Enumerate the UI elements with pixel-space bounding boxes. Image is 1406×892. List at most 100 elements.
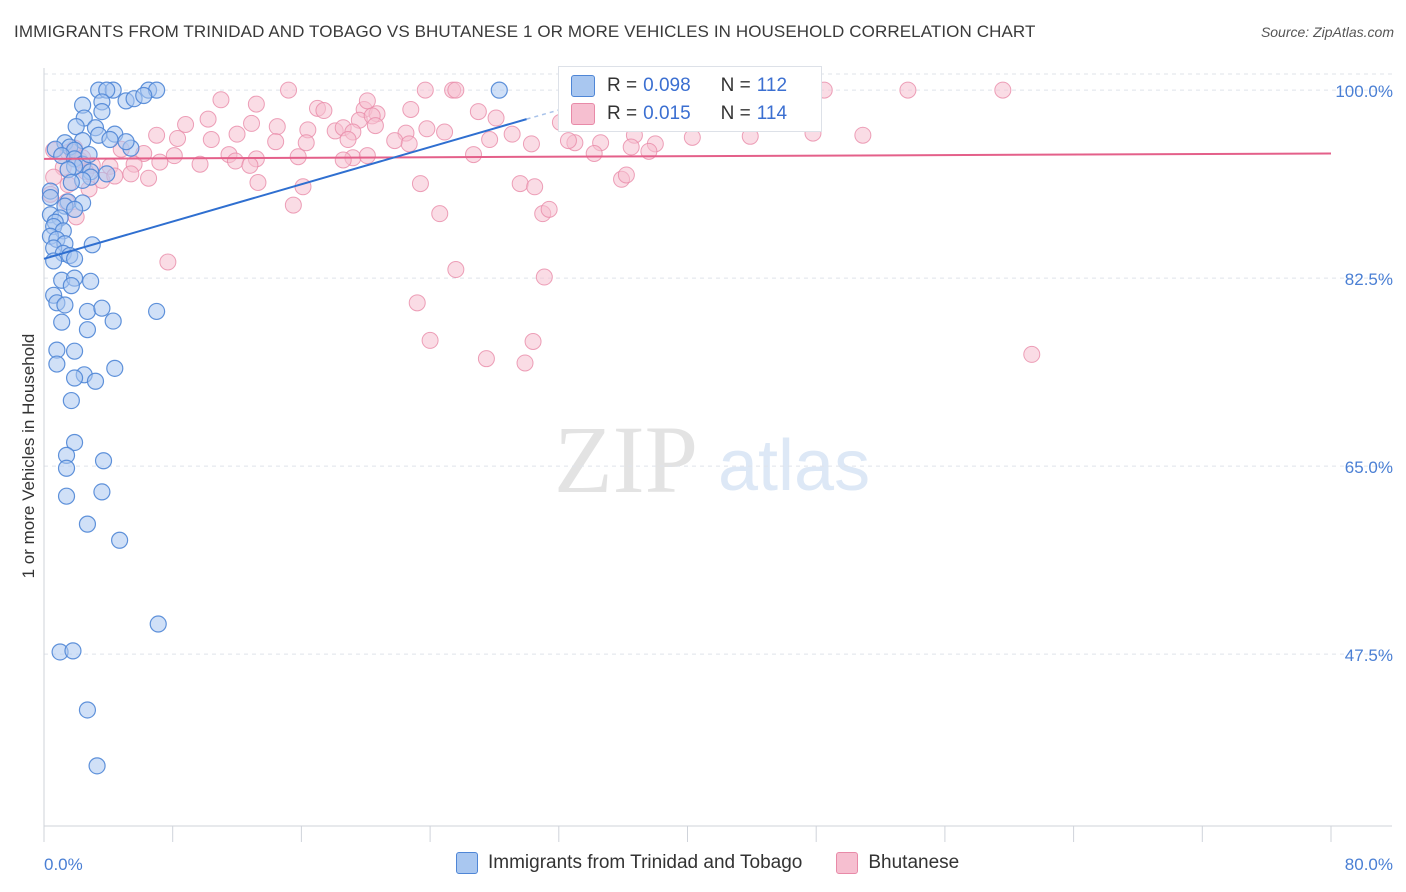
point-bhutanese [140,169,158,187]
pink-swatch [571,103,595,125]
point-bhutanese [994,81,1012,99]
point-bhutanese [559,132,577,150]
point-bhutanese [516,354,534,372]
point-trinidad [106,359,124,377]
point-bhutanese [268,118,286,136]
r-label: R = [607,103,638,124]
point-bhutanese [447,261,465,279]
point-bhutanese [436,123,454,141]
point-trinidad [149,615,167,633]
legend-label: Bhutanese [868,852,960,873]
r-value: 0.015 [643,103,691,124]
watermark: ZIP atlas [554,406,870,513]
point-trinidad [65,342,84,360]
point-bhutanese [522,135,540,153]
point-bhutanese [334,151,352,169]
point-bhutanese [511,175,529,193]
point-trinidad [148,302,166,321]
point-trinidad [62,277,80,295]
y-tick-label: 82.5% [1345,270,1393,289]
point-bhutanese [191,155,209,173]
point-bhutanese [289,148,307,166]
point-trinidad [94,452,113,470]
series-bhutanese-points [41,81,1041,372]
point-bhutanese [418,120,436,138]
point-trinidad [62,391,80,410]
y-tick-label: 65.0% [1345,458,1393,477]
blue-swatch [456,852,478,874]
point-bhutanese [421,331,439,349]
stats-legend-row-trinidad: R = 0.098 N = 112 [571,73,787,99]
point-trinidad [88,757,106,775]
point-bhutanese [280,81,298,99]
point-bhutanese [477,350,495,368]
r-label: R = [607,75,638,96]
n-value: 114 [756,103,788,124]
trend-line-trinidad [43,118,527,260]
point-trinidad [111,531,129,549]
point-trinidad [86,372,105,390]
r-value: 0.098 [643,75,691,96]
point-bhutanese [177,115,195,133]
point-bhutanese [45,168,63,186]
point-bhutanese [465,146,483,164]
stats-legend: R = 0.098 N = 112 R = 0.015 N = 114 [558,66,822,132]
point-trinidad [48,355,66,373]
point-bhutanese [148,126,166,144]
point-trinidad [56,296,74,314]
point-trinidad [57,459,76,477]
tick-labels: 100.0% 82.5% 65.0% 47.5% 0.0% 80.0% [44,82,1393,874]
stats-legend-row-bhutanese: R = 0.015 N = 114 [571,101,787,127]
point-trinidad [67,118,85,136]
blue-swatch [571,75,595,97]
legend-item-trinidad: Immigrants from Trinidad and Tobago [456,852,802,874]
point-bhutanese [386,132,404,150]
point-bhutanese [540,200,558,218]
point-bhutanese [526,178,544,196]
point-trinidad [93,102,111,121]
point-trinidad [64,642,82,660]
point-trinidad [98,165,116,183]
point-bhutanese [469,103,487,121]
point-bhutanese [159,253,177,271]
point-bhutanese [487,109,505,127]
watermark-zip: ZIP [554,406,698,513]
point-trinidad [78,701,97,719]
point-bhutanese [431,205,449,223]
point-trinidad [117,133,135,151]
point-bhutanese [267,133,285,151]
point-bhutanese [241,156,259,174]
point-bhutanese [226,152,244,170]
point-bhutanese [165,147,183,165]
point-trinidad [57,487,76,505]
point-trinidad [93,299,111,317]
point-bhutanese [447,81,465,99]
point-bhutanese [416,81,434,99]
point-trinidad [101,130,119,149]
point-trinidad [65,200,84,218]
y-axis-label: 1 or more Vehicles in Household [19,334,38,579]
point-trinidad [135,86,153,105]
point-bhutanese [1023,345,1041,363]
series-trinidad-points [41,81,508,775]
y-tick-label: 47.5% [1345,646,1393,665]
y-tick-label: 100.0% [1335,82,1393,101]
point-bhutanese [622,138,640,156]
series-legend: Immigrants from Trinidad and Tobago Bhut… [456,852,993,874]
point-bhutanese [503,125,521,143]
point-bhutanese [228,125,246,143]
n-label: N = [720,103,751,124]
legend-item-bhutanese: Bhutanese [836,852,959,874]
pink-swatch [836,852,859,874]
x-tick-label-min: 0.0% [44,855,83,874]
point-bhutanese [243,114,261,132]
point-bhutanese [899,81,917,99]
point-trinidad [93,483,111,501]
point-bhutanese [199,110,217,128]
point-bhutanese [585,144,603,162]
point-bhutanese [481,131,499,149]
point-bhutanese [151,153,169,171]
point-trinidad [78,515,97,533]
point-trinidad [53,313,71,331]
